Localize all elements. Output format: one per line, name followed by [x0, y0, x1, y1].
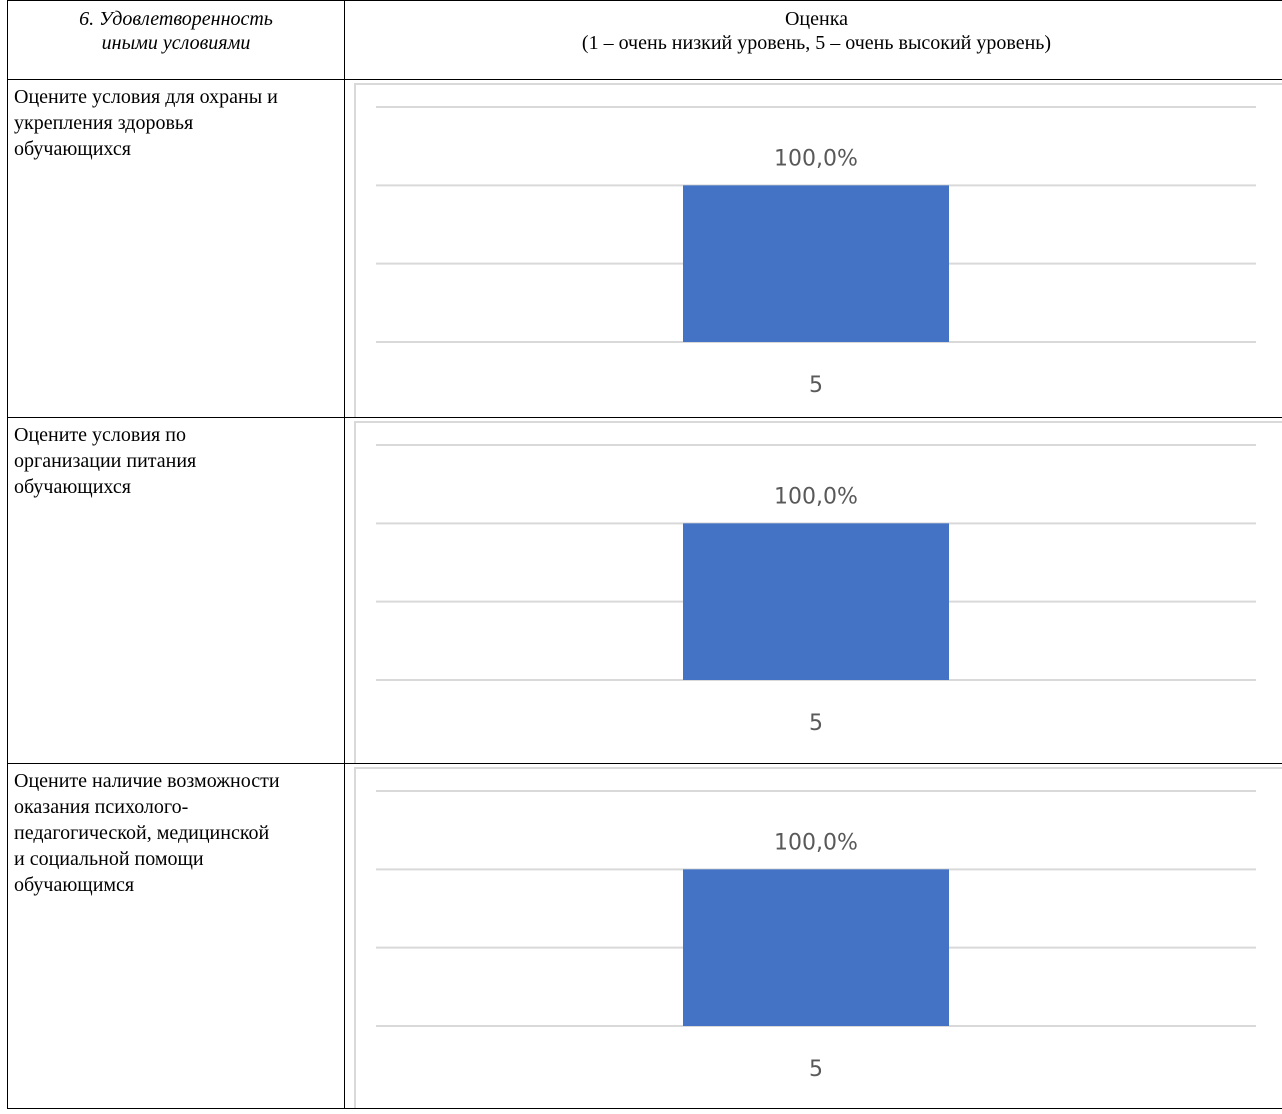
chart-frame: 100,0% 5 — [354, 767, 1282, 1108]
question-cell: Оцените наличие возможности оказания пси… — [8, 764, 345, 1109]
bar-chart: 100,0% 5 — [356, 769, 1282, 1114]
question-cell: Оцените условия для охраны и укрепления … — [8, 80, 345, 418]
x-tick-label: 5 — [809, 711, 823, 736]
bar-chart: 100,0% 5 — [356, 85, 1282, 421]
section-header: 6. Удовлетворенность иными условиями — [8, 1, 345, 80]
section-title-line2: иными условиями — [8, 31, 344, 55]
chart-frame: 100,0% 5 — [354, 421, 1282, 763]
chart-cell: 100,0% 5 — [345, 418, 1282, 764]
data-label: 100,0% — [774, 146, 858, 171]
question-text: Оцените условия для охраны и укрепления … — [14, 84, 282, 162]
survey-table: 6. Удовлетворенность иными условиями Оце… — [7, 0, 1282, 1109]
table-row: Оцените условия для охраны и укрепления … — [8, 80, 1282, 418]
table-row: Оцените условия по организации питания о… — [8, 418, 1282, 764]
data-label: 100,0% — [774, 830, 858, 855]
bar — [683, 185, 949, 342]
chart-cell: 100,0% 5 — [345, 764, 1282, 1109]
question-text: Оцените условия по организации питания о… — [14, 422, 282, 500]
bar — [683, 523, 949, 680]
chart-cell: 100,0% 5 — [345, 80, 1282, 418]
question-cell: Оцените условия по организации питания о… — [8, 418, 345, 764]
x-tick-label: 5 — [809, 373, 823, 398]
bar-chart: 100,0% 5 — [356, 423, 1282, 766]
table-header-row: 6. Удовлетворенность иными условиями Оце… — [8, 1, 1282, 80]
table-row: Оцените наличие возможности оказания пси… — [8, 764, 1282, 1109]
x-tick-label: 5 — [809, 1057, 823, 1082]
bar — [683, 869, 949, 1026]
rating-header: Оценка (1 – очень низкий уровень, 5 – оч… — [345, 1, 1282, 80]
section-title-line1: 6. Удовлетворенность — [8, 7, 344, 31]
data-label: 100,0% — [774, 484, 858, 509]
rating-header-title: Оценка — [345, 7, 1282, 31]
question-text: Оцените наличие возможности оказания пси… — [14, 768, 282, 898]
chart-frame: 100,0% 5 — [354, 83, 1282, 417]
rating-scale-legend: (1 – очень низкий уровень, 5 – очень выс… — [345, 31, 1282, 55]
